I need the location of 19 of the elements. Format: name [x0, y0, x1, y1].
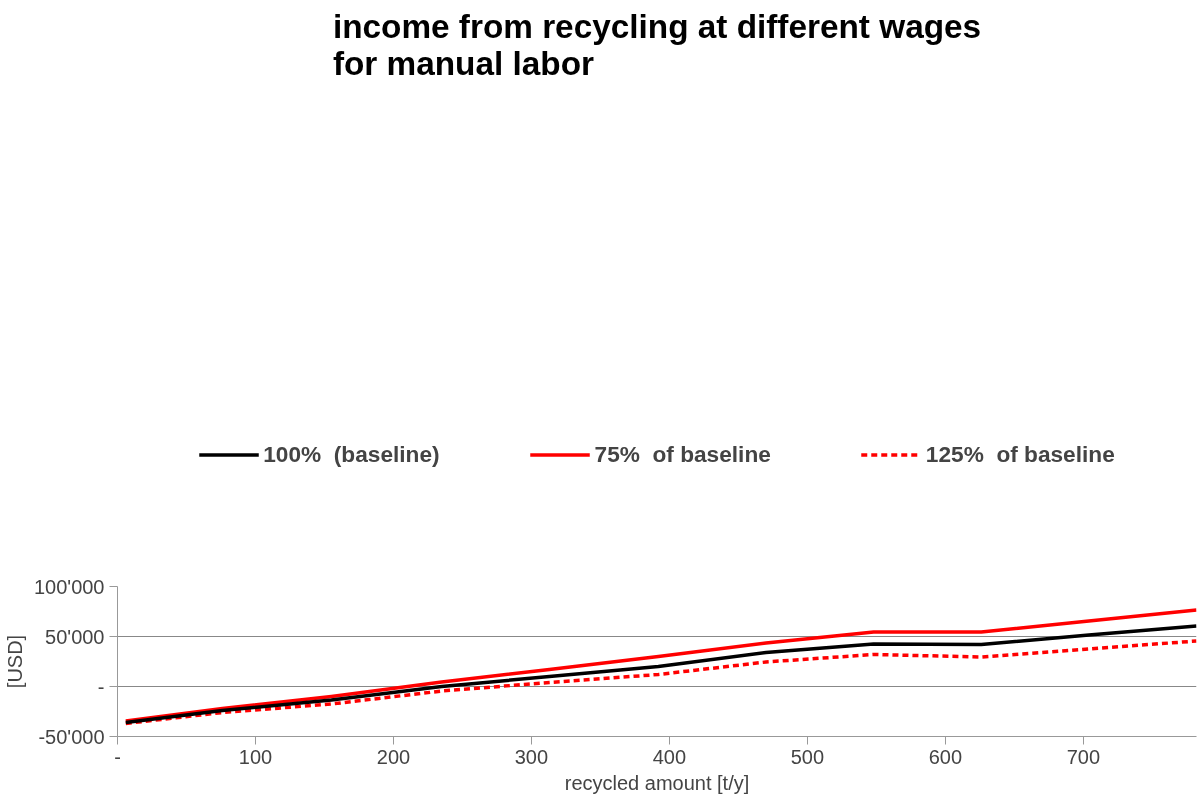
y-axis-title: [USD]	[3, 634, 26, 689]
x-tick-label: 200	[376, 745, 411, 768]
x-tick-label: 100	[238, 745, 273, 768]
y-tick-label: -50'000	[38, 725, 105, 748]
y-tick-label: 50'000	[45, 625, 105, 648]
x-tick-label: 500	[790, 745, 825, 768]
x-tick-label: 700	[1066, 745, 1101, 768]
legend-label: 100% (baseline)	[263, 440, 440, 468]
legend-label: 125% of baseline	[925, 440, 1115, 468]
chart-title: income from recycling at different wages for manual labor	[332, 7, 982, 82]
x-tick-label: -	[114, 745, 121, 768]
x-tick-label: 300	[514, 745, 549, 768]
x-tick-label: 400	[652, 745, 687, 768]
y-tick-label: 100'000	[33, 575, 105, 598]
y-tick-label: -	[97, 675, 105, 698]
line-series	[124, 624, 1197, 725]
legend-label: 75% of baseline	[594, 440, 771, 468]
x-axis-title: recycled amount [t/y]	[564, 771, 750, 794]
x-tick-label: 600	[928, 745, 963, 768]
